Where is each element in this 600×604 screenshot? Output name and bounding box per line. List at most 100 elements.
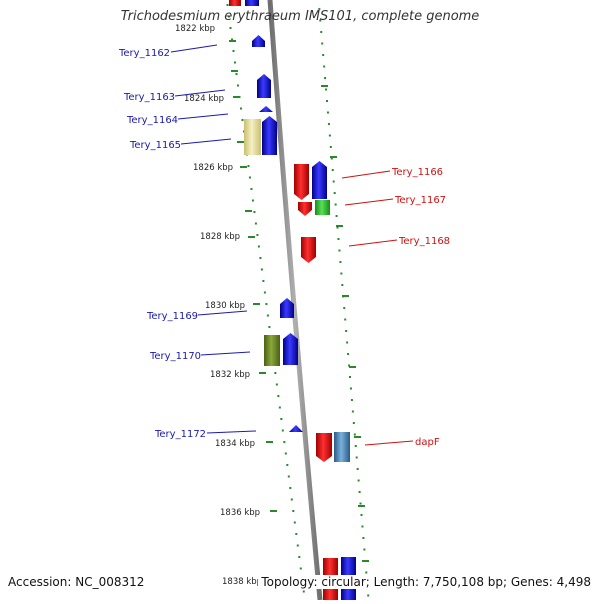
genome-title: Trichodesmium erythraeum IMS101, complet… — [120, 9, 480, 24]
track-dot — [274, 372, 277, 374]
tick-dash — [240, 166, 247, 168]
track-dot — [241, 119, 244, 121]
track-dot — [247, 165, 250, 167]
leader-line-tery-1166 — [341, 170, 391, 179]
track-dot — [283, 441, 286, 443]
tick-label: 1832 kbp — [210, 370, 250, 380]
gene-arrow-tery-1164 — [262, 116, 277, 155]
track-dot — [263, 291, 266, 294]
track-dot — [281, 429, 284, 432]
track-dot — [346, 341, 349, 344]
track-dot — [290, 498, 293, 501]
track-dot — [326, 100, 328, 102]
track-dot — [338, 249, 341, 252]
track-dot — [266, 314, 269, 317]
tick-dash — [248, 236, 255, 238]
track-dot — [287, 475, 290, 478]
track-dot — [335, 215, 338, 217]
track-dot — [257, 245, 260, 248]
track-dot — [329, 146, 332, 148]
track-dot — [348, 364, 351, 367]
tick-dash — [362, 560, 369, 562]
track-dot — [228, 15, 231, 18]
tick-dash — [253, 303, 260, 305]
track-dot — [325, 88, 328, 91]
tick-dash — [330, 156, 337, 158]
tick-dash — [233, 96, 240, 98]
track-dot — [355, 456, 358, 459]
accession-label: Accession: NC_008312 — [8, 575, 145, 589]
gene-block-dapf — [334, 432, 350, 462]
leader-line-tery-1162 — [170, 44, 218, 53]
track-dot — [347, 353, 350, 355]
tick-dash — [229, 40, 236, 42]
track-dot — [226, 4, 229, 6]
track-dot — [334, 203, 337, 206]
track-dot — [268, 326, 271, 328]
track-dot — [259, 257, 262, 259]
track-dot — [296, 544, 299, 547]
track-dot — [356, 468, 359, 470]
gene-arrow-tery-1162 — [252, 35, 265, 47]
track-dot — [349, 376, 351, 378]
gene-labels: Tery_1162 Tery_1163 Tery_1164 Tery_1165 Tery… — [118, 44, 450, 448]
track-dot — [284, 452, 287, 455]
gene-label-tery-1165: Tery_1165 — [129, 140, 181, 151]
track-dot — [343, 307, 346, 309]
track-dot — [321, 42, 324, 45]
gene-arrow-tery-1166b — [312, 161, 327, 199]
track-dot — [367, 594, 370, 597]
track-dot — [357, 479, 360, 482]
track-dot — [359, 502, 362, 505]
track-dot — [248, 176, 251, 179]
gene-arrow-tery-1167 — [298, 202, 312, 216]
tick-dash — [231, 70, 238, 72]
track-dot — [232, 50, 235, 52]
track-dot — [333, 192, 336, 194]
track-dot — [330, 157, 333, 160]
gene-arrow-tery-1168 — [301, 237, 316, 263]
leader-line-tery-1165 — [180, 138, 232, 145]
gene-label-tery-1168: Tery_1168 — [398, 236, 450, 247]
gene-label-tery-1162: Tery_1162 — [118, 48, 170, 59]
track-dot — [332, 180, 335, 183]
track-dot — [327, 123, 330, 125]
track-dot — [256, 234, 259, 236]
gene-label-tery-1170: Tery_1170 — [149, 351, 201, 362]
track-dot — [349, 387, 352, 390]
tick-dash — [342, 295, 349, 297]
track-dot — [286, 464, 289, 466]
tick-label: 1830 kbp — [205, 301, 245, 311]
track-dot — [302, 590, 305, 593]
tick-dash — [358, 505, 365, 507]
track-dot — [337, 238, 340, 240]
track-dot — [265, 303, 268, 305]
track-dot — [320, 31, 323, 33]
gene-arrow-tery-1172 — [289, 425, 303, 432]
track-dot — [295, 533, 298, 535]
track-dot — [319, 19, 322, 22]
track-dot — [262, 280, 265, 282]
gene-block-tery-1170 — [264, 335, 280, 366]
track-dot — [250, 188, 253, 190]
track-dot — [353, 433, 356, 436]
track-dot — [239, 107, 242, 110]
gene-arrow-small — [259, 106, 273, 112]
tick-labels: 1822 kbp 1824 kbp 1826 kbp 1828 kbp 1830 kbp… — [175, 24, 262, 587]
tick-dash — [336, 225, 343, 227]
track-dot — [278, 406, 281, 409]
track-dot — [275, 383, 278, 386]
track-dot — [354, 445, 357, 447]
tick-dash — [270, 510, 277, 512]
track-dot — [361, 525, 364, 528]
track-dot — [289, 487, 292, 489]
track-dot — [351, 410, 354, 413]
track-dot — [231, 38, 234, 41]
track-dot — [298, 556, 301, 558]
track-dot — [326, 111, 329, 114]
gene-block — [229, 0, 241, 6]
tick-dash — [259, 372, 266, 374]
tick-dash — [349, 366, 356, 368]
